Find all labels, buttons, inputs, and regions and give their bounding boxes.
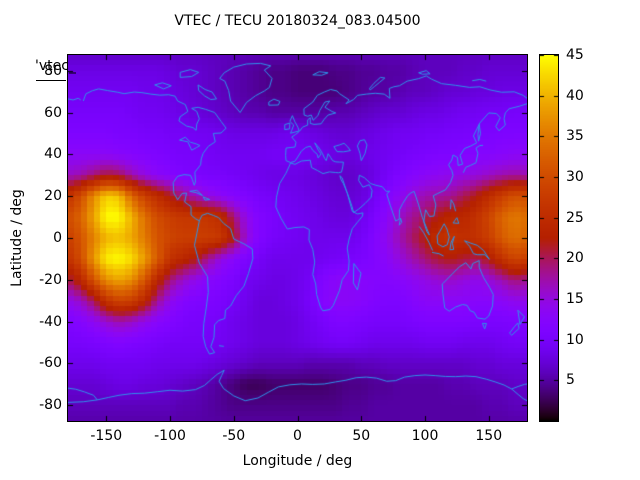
colorbar-tick-label: 30 xyxy=(566,169,584,185)
x-tick-label: -50 xyxy=(222,428,246,444)
colorbar-tick-label: 5 xyxy=(566,372,575,389)
colorbar-tick-label: 45 xyxy=(566,47,584,63)
key-sample-line xyxy=(36,80,66,81)
x-tick-label: 100 xyxy=(411,428,439,444)
x-tick-label: 150 xyxy=(475,428,503,444)
x-tick-label: -150 xyxy=(90,428,123,444)
x-axis-label: Longitude / deg xyxy=(242,453,353,469)
y-tick-label: 40 xyxy=(44,146,62,163)
y-tick-label: 60 xyxy=(44,104,62,121)
colorbar-tick-label: 25 xyxy=(566,209,584,226)
colorbar-tick-label: 10 xyxy=(566,331,584,348)
x-tick-label: 50 xyxy=(352,428,371,444)
x-tick-label: -100 xyxy=(154,428,186,444)
y-tick-label: -60 xyxy=(39,355,62,372)
colorbar-gradient-canvas xyxy=(540,55,558,421)
colorbar xyxy=(539,54,559,422)
y-tick-label: -20 xyxy=(39,271,62,288)
y-tick-label: -80 xyxy=(39,397,62,414)
map-plot-area xyxy=(67,54,528,422)
colorbar-tick-label: 20 xyxy=(566,250,584,267)
colorbar-tick-label: 35 xyxy=(566,128,584,145)
key-label: 'vtec_ xyxy=(35,58,76,74)
vtec-heatmap-canvas xyxy=(68,55,527,421)
chart-title: VTEC / TECU 20180324_083.04500 xyxy=(174,13,421,29)
y-tick-label: 20 xyxy=(44,188,62,205)
colorbar-tick-label: 15 xyxy=(566,291,584,307)
y-tick-label: 80 xyxy=(44,62,62,79)
colorbar-tick-label: 40 xyxy=(566,87,584,104)
x-tick-label: 0 xyxy=(293,428,302,444)
y-tick-label: 0 xyxy=(53,230,62,246)
y-tick-label: -40 xyxy=(39,313,62,330)
